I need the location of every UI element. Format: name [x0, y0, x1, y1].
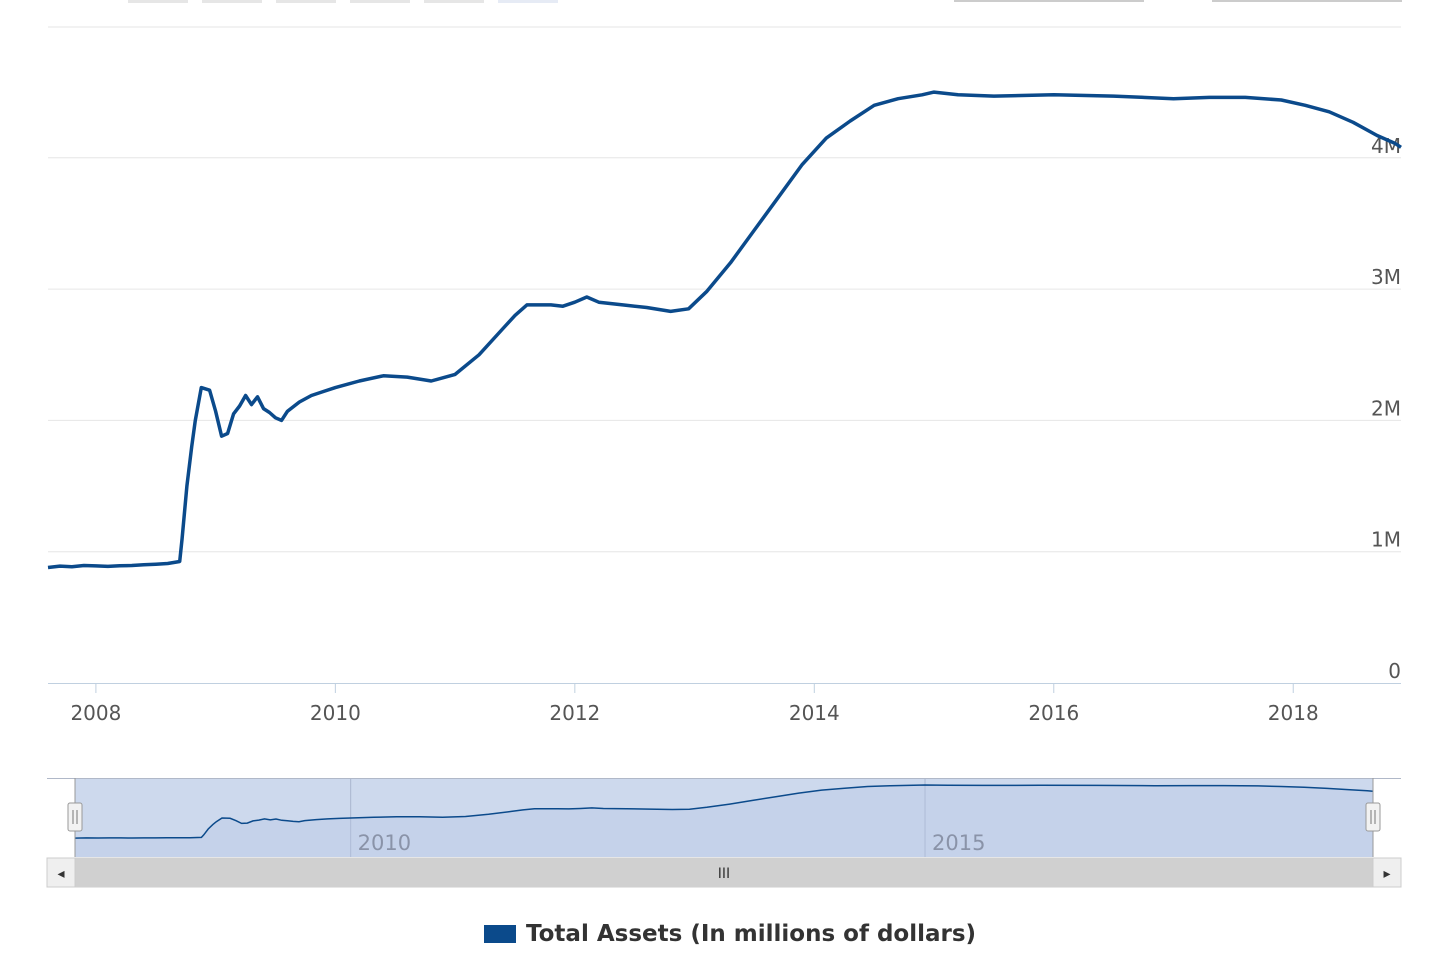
scrollbar-right-button[interactable] — [1372, 857, 1402, 888]
x-tick-label: 2012 — [549, 701, 600, 725]
x-tick-label: 2008 — [70, 701, 121, 725]
scrollbar-grip[interactable]: III — [718, 866, 730, 882]
y-grid — [48, 26, 1401, 553]
scrollbar-thumb[interactable] — [75, 858, 1373, 887]
y-tick-label: 1M — [1371, 528, 1401, 552]
range-button-stub[interactable] — [128, 0, 188, 3]
legend-swatch — [484, 925, 516, 943]
legend[interactable]: Total Assets (In millions of dollars) — [484, 918, 976, 950]
scrollbar[interactable]: III ◂ ▸ — [46, 857, 1402, 888]
x-axis-ticks: 2008 2010 2012 2014 2016 2018 — [70, 683, 1319, 725]
x-tick-label: 2014 — [789, 701, 840, 725]
scroll-right-icon[interactable]: ▸ — [1383, 866, 1390, 882]
navigator-area — [75, 785, 1373, 857]
range-button-stub[interactable] — [350, 0, 410, 3]
series-line-total-assets[interactable] — [47, 90, 1402, 570]
y-tick-label: 0 — [1388, 659, 1401, 683]
x-tick-label: 2018 — [1268, 701, 1319, 725]
navigator-selected-range[interactable] — [75, 779, 1373, 857]
navigator-tick-label: 2015 — [932, 831, 985, 855]
scroll-left-icon[interactable]: ◂ — [57, 866, 64, 882]
x-tick-label: 2010 — [310, 701, 361, 725]
range-button-stub[interactable] — [498, 0, 558, 3]
y-tick-label: 2M — [1371, 396, 1401, 420]
x-tick-label: 2016 — [1028, 701, 1079, 725]
y-tick-label: 3M — [1371, 265, 1401, 289]
navigator-handle-right[interactable] — [1365, 778, 1381, 857]
handle-body[interactable] — [1365, 802, 1381, 832]
navigator[interactable]: 2010 2015 — [47, 778, 1401, 857]
navigator-handle-left[interactable] — [67, 778, 83, 857]
legend-label: Total Assets (In millions of dollars) — [526, 921, 977, 947]
date-to-input-stub[interactable] — [1212, 0, 1402, 2]
navigator-tick-label: 2010 — [358, 831, 411, 855]
range-button-stub[interactable] — [424, 0, 484, 3]
date-from-input-stub[interactable] — [954, 0, 1144, 2]
range-button-stub[interactable] — [276, 0, 336, 3]
navigator-line — [74, 784, 1374, 839]
range-button-stub[interactable] — [202, 0, 262, 3]
scrollbar-left-button[interactable] — [46, 857, 76, 888]
navigator-labels: 2010 2015 — [358, 831, 986, 855]
handle-body[interactable] — [67, 802, 83, 832]
